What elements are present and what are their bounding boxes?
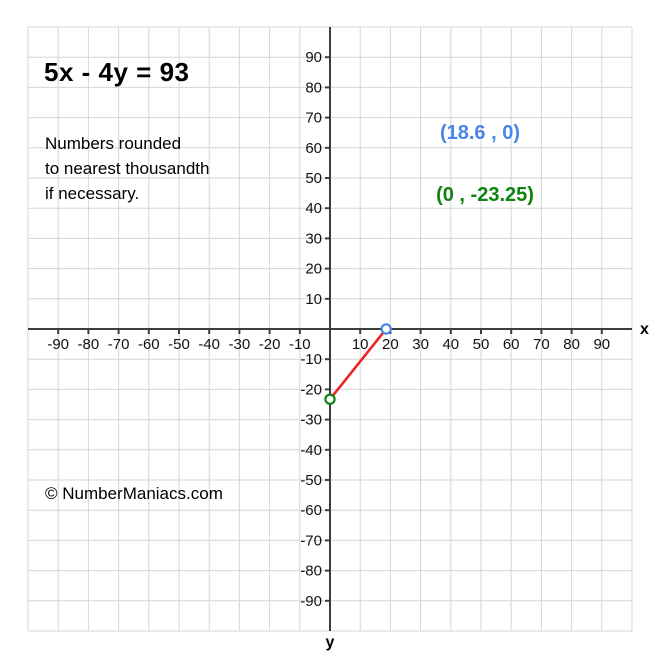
x-tick-label: -60 [138, 336, 160, 353]
x-tick-label: 90 [593, 336, 610, 353]
x-tick-label: -10 [289, 336, 311, 353]
x-intercept-point [380, 323, 392, 335]
x-tick-label: 60 [503, 336, 520, 353]
rounding-note: Numbers rounded to nearest thousandth if… [45, 131, 209, 206]
x-tick-label: -30 [229, 336, 251, 353]
line-segment [328, 327, 388, 401]
y-tick-label: -70 [300, 532, 322, 549]
x-tick-label: 10 [352, 336, 369, 353]
x-tick-label: 20 [382, 336, 399, 353]
y-tick-label: 60 [305, 140, 322, 157]
note-line-1: Numbers rounded [45, 134, 182, 153]
x-tick-label: -80 [78, 336, 100, 353]
y-tick-label: 30 [305, 230, 322, 247]
copyright-text: © NumberManiacs.com [45, 484, 223, 503]
x-tick-label: -90 [47, 336, 69, 353]
x-tick-label: 80 [563, 336, 580, 353]
x-tick-label: 50 [473, 336, 490, 353]
y-tick-label: 70 [305, 110, 322, 127]
y-tick-label: 50 [305, 170, 322, 187]
y-tick-label: 20 [305, 261, 322, 278]
y-intercept-point [324, 393, 336, 405]
equation-title: 5x - 4y = 93 [44, 57, 190, 87]
x-tick-label: 70 [533, 336, 550, 353]
y-axis-label: y [326, 634, 335, 651]
x-tick-label: -40 [198, 336, 220, 353]
x-tick-label: 30 [412, 336, 429, 353]
x-tick-label: -50 [168, 336, 190, 353]
x-tick-label: 40 [442, 336, 459, 353]
y-tick-label: -50 [300, 472, 322, 489]
note-line-3: if necessary. [45, 184, 140, 203]
y-intercept-label: (0 , -23.25) [436, 184, 534, 206]
y-tick-label: -90 [300, 593, 322, 610]
y-tick-label: 40 [305, 200, 322, 217]
x-tick-label: -20 [259, 336, 281, 353]
y-tick-label: 10 [305, 291, 322, 308]
x-intercept-label: (18.6 , 0) [439, 122, 521, 144]
y-tick-label: -10 [300, 351, 322, 368]
y-tick-label: -30 [300, 412, 322, 429]
x-axis-label: x [640, 321, 649, 338]
note-line-2: to nearest thousandth [45, 159, 210, 178]
y-tick-label: -20 [300, 381, 322, 398]
y-tick-label: -40 [300, 442, 322, 459]
y-tick-label: -60 [300, 502, 322, 519]
x-tick-label: -70 [108, 336, 130, 353]
y-tick-label: 80 [305, 79, 322, 96]
y-tick-label: -80 [300, 563, 322, 580]
y-tick-label: 90 [305, 49, 322, 66]
